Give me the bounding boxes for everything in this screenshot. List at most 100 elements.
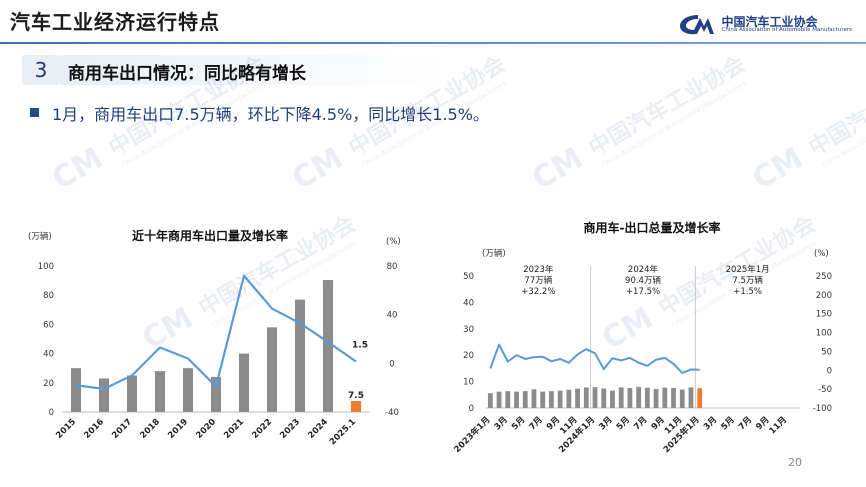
bar: [618, 387, 624, 408]
bar: [154, 371, 166, 412]
bullet-square-icon: [30, 108, 39, 117]
bar: [531, 389, 537, 408]
y-tick-label: 20: [463, 351, 474, 361]
line-data-label: 1.5: [352, 341, 368, 351]
x-tick-label: 2018: [138, 417, 162, 441]
bar: [98, 378, 110, 412]
logo-cn-text: 中国汽车工业协会: [721, 14, 818, 29]
growth-rate-line: [75, 274, 357, 390]
bar: [505, 391, 511, 408]
watermark-text: 中国汽车工业协会: [584, 51, 749, 162]
bullet-text: 1月，商用车出口7.5万辆，环比下降4.5%，同比增长1.5%。: [52, 105, 489, 124]
bar: [575, 388, 580, 408]
bar: [679, 389, 685, 408]
x-tick-label: 11月: [768, 415, 789, 436]
y-tick-label: 60: [43, 320, 54, 330]
chart-monthly-exports: 商用车-出口总量及增长率 (万辆) (%) 0 10 20 30 40 50 -100 -50 0 50…: [440, 216, 852, 472]
bar: [322, 280, 334, 412]
page-title: 汽车工业经济运行特点: [10, 10, 220, 34]
bar: [514, 391, 519, 408]
bar: [653, 388, 659, 408]
annotation-line: 7.5万辆: [732, 275, 763, 286]
annotation-line: +1.5%: [733, 287, 762, 297]
bar: [644, 387, 650, 408]
x-tick-label: 2025.1: [328, 417, 358, 447]
y2-tick-label: -40: [385, 408, 399, 418]
annotation-line: +17.5%: [626, 287, 660, 297]
watermark-sub: China Association of Automobile Manufact…: [820, 79, 866, 169]
annotation-line: 90.4万辆: [625, 275, 661, 286]
growth-rate-line: [489, 343, 700, 374]
watermark-mark: CM: [47, 141, 109, 197]
y-axis-unit: (万辆): [28, 231, 52, 242]
watermark-text: 中国汽车工业协会: [804, 51, 866, 162]
bar: [238, 353, 250, 412]
bar: [540, 391, 546, 408]
chart-annual-exports: 近十年商用车出口量及增长率 (万辆) (%) 0 20 40 60 80 100 -40 0 40 80…: [20, 222, 420, 452]
bar: [566, 389, 572, 408]
bar: [487, 393, 493, 408]
x-tick-label: 5月: [719, 415, 736, 432]
bar: [688, 387, 694, 408]
x-tick-label: 2015: [54, 417, 78, 441]
x-tick-label: 7月: [528, 415, 545, 432]
chart-title: 近十年商用车出口量及增长率: [132, 228, 288, 243]
x-tick-label: 7月: [737, 415, 754, 432]
y2-tick-label: 0: [389, 359, 394, 369]
y-tick-label: 80: [43, 291, 54, 301]
bar: [583, 387, 589, 408]
x-tick-label: 5月: [510, 415, 527, 432]
bar: [182, 368, 194, 412]
section-number-badge: 3: [22, 55, 60, 85]
annotation-line: 2024年: [628, 264, 659, 275]
x-tick-label: 5月: [615, 415, 632, 432]
annotation-line: 2025年1月: [726, 264, 770, 275]
x-tick-label: 3月: [597, 415, 614, 432]
page-number: 20: [788, 456, 802, 469]
y-tick-label: 40: [463, 298, 474, 308]
bar: [70, 368, 82, 412]
bar: [126, 375, 138, 412]
x-tick-label: 7月: [632, 415, 649, 432]
x-tick-label: 2024: [306, 417, 330, 441]
y-tick-label: 0: [469, 404, 474, 414]
bar: [601, 388, 607, 408]
bar: [522, 391, 528, 408]
y-axis-unit: (万辆): [482, 248, 506, 259]
bar: [496, 391, 502, 408]
bar: [697, 388, 703, 408]
y-tick-label: 30: [463, 325, 474, 335]
chart-annual-exports-svg: 近十年商用车出口量及增长率 (万辆) (%) 0 20 40 60 80 100 -40 0 40 80…: [28, 228, 401, 447]
y2-tick-label: 250: [816, 272, 832, 282]
bar: [266, 327, 278, 412]
y2-tick-label: 0: [827, 366, 832, 376]
bar-data-label: 7.5: [348, 391, 364, 401]
x-tick-label: 2016: [82, 417, 106, 441]
x-tick-label: 3月: [493, 415, 510, 432]
annotation-line: 77万辆: [524, 275, 552, 286]
bar: [592, 387, 598, 408]
x-tick-label: 2022: [250, 417, 274, 441]
y2-tick-label: 100: [816, 329, 832, 339]
watermark-sub: China Association of Automobile Manufact…: [600, 79, 748, 169]
bar: [210, 376, 222, 412]
y-tick-label: 100: [38, 262, 54, 272]
bar: [294, 299, 306, 412]
x-tick-label: 3月: [702, 415, 719, 432]
y2-tick-label: 150: [816, 310, 832, 320]
y-tick-label: 20: [43, 379, 54, 389]
bar: [557, 390, 563, 408]
section-banner: [60, 55, 450, 85]
bar: [350, 401, 362, 412]
y2-tick-label: -100: [813, 404, 832, 414]
section-title: 商用车出口情况：同比略有增长: [68, 64, 306, 84]
y-tick-label: 50: [463, 272, 474, 282]
x-tick-label: 2020: [194, 417, 218, 441]
bar: [549, 391, 554, 408]
bar: [636, 386, 642, 408]
